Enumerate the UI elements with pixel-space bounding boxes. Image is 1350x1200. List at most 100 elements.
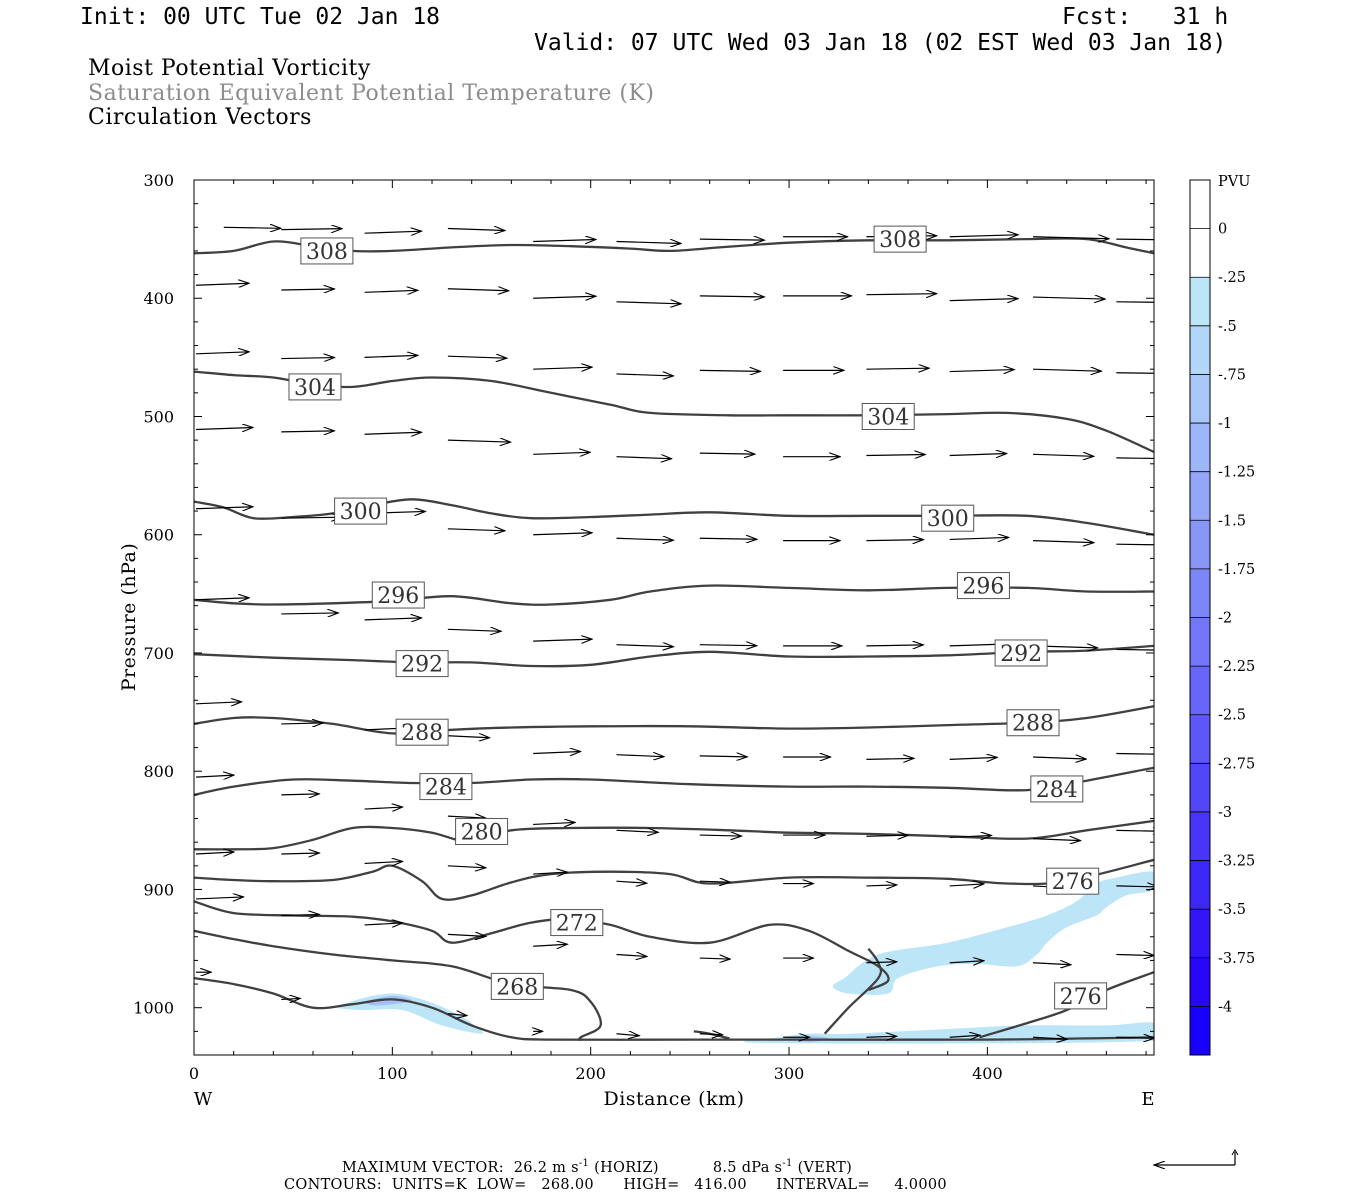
circulation-vector bbox=[699, 958, 730, 959]
colorbar-tick-label: -2.5 bbox=[1218, 708, 1246, 724]
contour-label-text: 300 bbox=[927, 507, 969, 532]
colorbar-segment bbox=[1190, 811, 1210, 862]
circulation-vector bbox=[1033, 237, 1109, 239]
contour-label-272: 272 bbox=[550, 909, 604, 937]
colorbar-tick-label: -3.25 bbox=[1218, 854, 1255, 870]
contour-label-276: 276 bbox=[1046, 867, 1100, 895]
west-label: W bbox=[194, 1089, 213, 1110]
circulation-vector bbox=[447, 440, 511, 442]
circulation-vector bbox=[616, 755, 664, 757]
circulation-vector bbox=[364, 432, 422, 434]
circulation-vector bbox=[364, 355, 418, 357]
circulation-vector bbox=[1116, 238, 1154, 241]
circulation-vector bbox=[447, 736, 490, 738]
circulation-vector bbox=[1116, 830, 1154, 831]
circulation-vector bbox=[533, 367, 592, 369]
circulation-vector bbox=[281, 517, 342, 518]
colorbar-segment bbox=[1190, 423, 1210, 473]
circulation-vector bbox=[1116, 457, 1154, 460]
contour-label-box bbox=[1030, 775, 1084, 803]
vert-suffix: (VERT) bbox=[797, 1159, 853, 1176]
init-time: Init: 00 UTC Tue 02 Jan 18 bbox=[80, 4, 441, 30]
contour-label-300: 300 bbox=[334, 497, 388, 525]
circulation-vector bbox=[949, 1035, 980, 1037]
colorbar-tick-label: -4 bbox=[1218, 999, 1232, 1015]
circulation-vector bbox=[195, 897, 244, 899]
contour-label-text: 268 bbox=[496, 975, 538, 1000]
circulation-vector bbox=[616, 830, 658, 832]
y-tick-label: 400 bbox=[143, 289, 174, 308]
y-tick-label: 900 bbox=[143, 880, 174, 899]
circulation-vector bbox=[866, 885, 896, 886]
plot-frame bbox=[193, 179, 1155, 1056]
circulation-vector bbox=[949, 537, 1009, 539]
circulation-vector bbox=[699, 645, 757, 646]
contour-label-box bbox=[1054, 982, 1108, 1010]
circulation-vector bbox=[364, 923, 403, 925]
contour-label-296: 296 bbox=[371, 581, 425, 609]
colorbar-tick-label: -3.5 bbox=[1218, 902, 1246, 918]
mpv-shaded-region bbox=[362, 995, 413, 1006]
colorbar-segment bbox=[1190, 180, 1210, 230]
circulation-vector bbox=[699, 756, 748, 757]
horiz-suffix: (HORIZ) bbox=[594, 1159, 659, 1176]
x-tick-label: 200 bbox=[575, 1064, 606, 1083]
colorbar-tick-label: -1.75 bbox=[1218, 562, 1255, 578]
contour-label-box bbox=[288, 373, 342, 401]
contour-label-284: 284 bbox=[419, 773, 473, 801]
colorbar-tick-label: -1.25 bbox=[1218, 465, 1255, 481]
circulation-vector bbox=[364, 618, 422, 620]
colorbar-tick-label: -.25 bbox=[1218, 270, 1246, 286]
valid-time: Valid: 07 UTC Wed 03 Jan 18 (02 EST Wed … bbox=[534, 30, 1227, 56]
circulation-vector bbox=[949, 299, 1018, 301]
circulation-vector bbox=[1116, 886, 1154, 887]
circulation-vector bbox=[533, 944, 567, 946]
circulation-vector bbox=[1116, 301, 1154, 303]
contour-label-300: 300 bbox=[921, 504, 975, 532]
circulation-vector bbox=[866, 294, 936, 295]
contour-label-box bbox=[300, 237, 354, 265]
circulation-vector bbox=[866, 758, 914, 759]
contour-label-box bbox=[455, 818, 509, 846]
circulation-vector bbox=[866, 368, 929, 369]
circulation-vector bbox=[281, 289, 334, 290]
circulation-vector bbox=[1116, 752, 1154, 755]
circulation-vector bbox=[949, 454, 1007, 456]
x-tick-label: 300 bbox=[774, 1064, 805, 1083]
theta-es-contour-280 bbox=[194, 819, 1154, 851]
contours-info: CONTOURS: UNITS=K LOW= 268.00 HIGH= 416.… bbox=[284, 1177, 947, 1193]
contour-label-308: 308 bbox=[873, 225, 927, 253]
x-tick-label: 0 bbox=[189, 1064, 199, 1083]
contour-label-276: 276 bbox=[1054, 982, 1108, 1010]
y-tick-label: 500 bbox=[143, 407, 174, 426]
axes-layer: 0 100 200 300 400 300 400 500 600 700 800 900 1000 bbox=[133, 171, 1154, 1083]
reference-vector-icon bbox=[1154, 1149, 1239, 1165]
circulation-vector bbox=[195, 283, 249, 285]
contour-label-box bbox=[873, 225, 927, 253]
contour-label-296: 296 bbox=[956, 572, 1010, 600]
contour-label-text: 304 bbox=[294, 376, 336, 401]
circulation-vector bbox=[616, 881, 646, 883]
circulation-vector bbox=[195, 352, 249, 354]
colorbar-segment bbox=[1190, 617, 1210, 667]
colorbar-segment bbox=[1190, 520, 1210, 570]
colorbar-tick-label: -1.5 bbox=[1218, 513, 1246, 529]
circulation-vector bbox=[223, 227, 281, 228]
contour-label-text: 288 bbox=[401, 721, 443, 746]
circulation-vector bbox=[866, 540, 923, 541]
theta-es-contour-288 bbox=[194, 705, 1154, 735]
circulation-vector bbox=[699, 835, 742, 836]
contour-label-box bbox=[334, 497, 388, 525]
contour-label-288: 288 bbox=[1006, 709, 1060, 737]
colorbar-tick-label: -3.75 bbox=[1218, 951, 1255, 967]
contour-label-308: 308 bbox=[300, 237, 354, 265]
horiz-unit-exponent: -1 bbox=[578, 1158, 590, 1169]
circulation-vector bbox=[447, 629, 501, 631]
circulation-vector bbox=[1116, 1037, 1154, 1038]
circulation-vector bbox=[281, 358, 334, 359]
contour-label-text: 276 bbox=[1060, 985, 1102, 1010]
colorbar-segment bbox=[1190, 568, 1210, 618]
contour-label-box bbox=[371, 581, 425, 609]
circulation-vector bbox=[699, 239, 765, 240]
circulation-vectors-layer bbox=[195, 227, 1154, 1039]
